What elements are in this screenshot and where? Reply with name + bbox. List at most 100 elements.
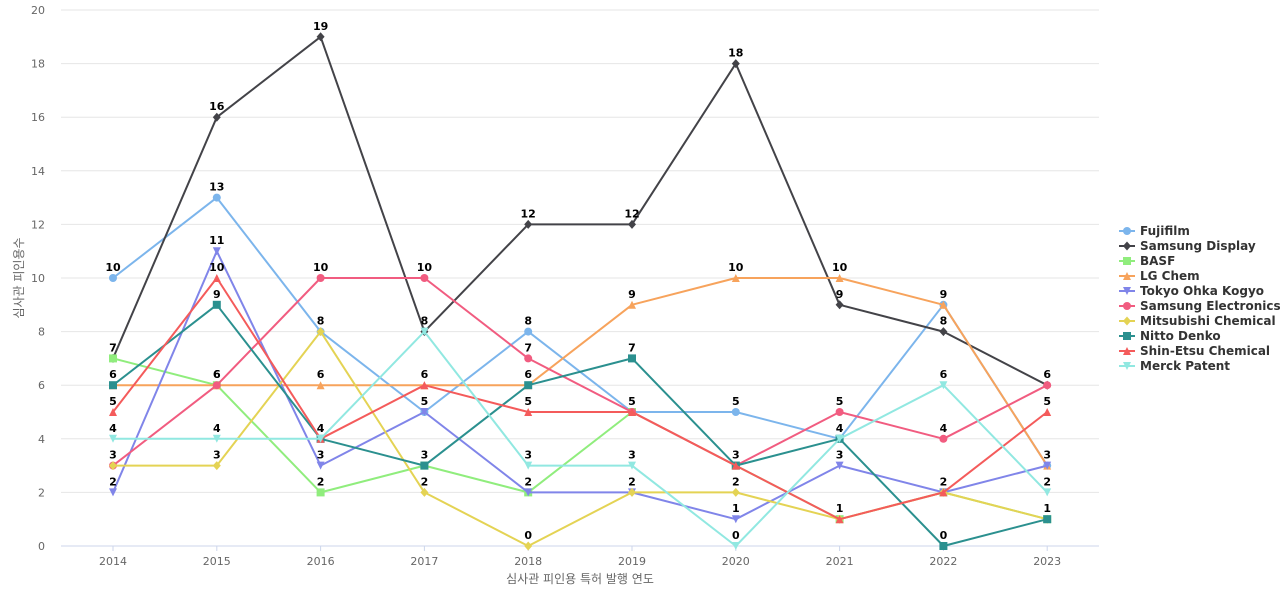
data-point[interactable] bbox=[212, 434, 221, 443]
data-point[interactable] bbox=[524, 381, 533, 390]
data-point[interactable] bbox=[835, 408, 844, 416]
data-point[interactable] bbox=[524, 541, 533, 551]
data-point[interactable] bbox=[316, 381, 325, 390]
data-label: 18 bbox=[728, 47, 743, 60]
data-point[interactable] bbox=[835, 274, 844, 282]
legend-item[interactable]: Samsung Display bbox=[1119, 239, 1256, 253]
x-tick-label: 2023 bbox=[1033, 555, 1061, 568]
legend-item[interactable]: BASF bbox=[1119, 254, 1175, 268]
data-point[interactable] bbox=[524, 461, 533, 470]
data-point[interactable] bbox=[524, 327, 533, 336]
data-point[interactable] bbox=[731, 461, 740, 470]
data-point[interactable] bbox=[1043, 381, 1052, 390]
series-line[interactable] bbox=[112, 303, 1049, 547]
legend-item[interactable]: Nitto Denko bbox=[1119, 329, 1221, 343]
legend-item[interactable]: Merck Patent bbox=[1119, 359, 1230, 373]
legend-marker-icon bbox=[1123, 316, 1131, 326]
data-point[interactable] bbox=[420, 327, 429, 336]
data-point[interactable] bbox=[731, 408, 740, 416]
data-point[interactable] bbox=[1043, 488, 1052, 497]
data-point[interactable] bbox=[109, 461, 117, 471]
data-point[interactable] bbox=[939, 434, 948, 443]
data-label: 5 bbox=[109, 395, 117, 408]
data-label: 6 bbox=[317, 368, 325, 381]
legend-item[interactable]: Fujifilm bbox=[1119, 224, 1190, 238]
data-point[interactable] bbox=[628, 461, 636, 470]
data-point[interactable] bbox=[939, 488, 948, 497]
series-9 bbox=[109, 327, 1052, 550]
data-point[interactable] bbox=[835, 461, 844, 470]
legend-marker-icon bbox=[1123, 241, 1131, 251]
data-point[interactable] bbox=[109, 408, 117, 416]
series-1 bbox=[109, 32, 1052, 390]
series-line[interactable] bbox=[112, 277, 1049, 467]
series-line[interactable] bbox=[112, 277, 1049, 467]
y-tick-label: 20 bbox=[31, 4, 45, 17]
series-line[interactable] bbox=[112, 330, 1049, 547]
data-point[interactable] bbox=[212, 461, 221, 471]
data-point[interactable] bbox=[420, 487, 429, 497]
data-point[interactable] bbox=[316, 327, 325, 337]
data-point[interactable] bbox=[628, 354, 636, 363]
data-point[interactable] bbox=[109, 274, 117, 282]
data-point[interactable] bbox=[524, 354, 533, 363]
data-point[interactable] bbox=[939, 542, 948, 550]
data-point[interactable] bbox=[628, 408, 636, 416]
data-point[interactable] bbox=[109, 434, 117, 443]
data-point[interactable] bbox=[835, 300, 844, 310]
data-point[interactable] bbox=[212, 381, 221, 390]
data-label: 6 bbox=[109, 368, 117, 381]
data-point[interactable] bbox=[316, 32, 325, 42]
data-point[interactable] bbox=[939, 381, 948, 390]
data-label: 8 bbox=[317, 315, 325, 328]
data-point[interactable] bbox=[628, 300, 636, 309]
data-point[interactable] bbox=[109, 381, 117, 390]
legend-item[interactable]: LG Chem bbox=[1119, 269, 1200, 283]
data-point[interactable] bbox=[628, 219, 636, 229]
data-label: 1 bbox=[732, 502, 740, 515]
data-point[interactable] bbox=[420, 381, 429, 390]
data-point[interactable] bbox=[212, 193, 221, 202]
data-point[interactable] bbox=[316, 461, 325, 470]
data-point[interactable] bbox=[109, 488, 117, 497]
data-point[interactable] bbox=[212, 247, 221, 256]
data-point[interactable] bbox=[109, 354, 117, 363]
legend-item[interactable]: Mitsubishi Chemical bbox=[1119, 314, 1276, 328]
data-point[interactable] bbox=[212, 112, 221, 122]
data-point[interactable] bbox=[420, 461, 429, 470]
data-point[interactable] bbox=[939, 300, 948, 309]
data-point[interactable] bbox=[731, 59, 740, 69]
data-point[interactable] bbox=[1043, 461, 1052, 470]
data-point[interactable] bbox=[212, 300, 221, 309]
series-line[interactable] bbox=[112, 35, 1049, 387]
series-line[interactable] bbox=[112, 277, 1049, 521]
data-point[interactable] bbox=[731, 515, 740, 524]
data-point[interactable] bbox=[420, 274, 429, 282]
data-point[interactable] bbox=[524, 488, 533, 497]
data-point[interactable] bbox=[835, 434, 844, 443]
data-point[interactable] bbox=[420, 408, 429, 416]
data-point[interactable] bbox=[316, 488, 325, 497]
data-label: 5 bbox=[524, 395, 532, 408]
legend-item[interactable]: Shin-Etsu Chemical bbox=[1119, 344, 1270, 358]
data-point[interactable] bbox=[628, 487, 636, 497]
data-point[interactable] bbox=[731, 274, 740, 282]
data-point[interactable] bbox=[212, 274, 221, 282]
data-label: 19 bbox=[313, 20, 328, 33]
legend-item[interactable]: Samsung Electronics bbox=[1119, 299, 1280, 313]
data-point[interactable] bbox=[1043, 408, 1052, 416]
data-point[interactable] bbox=[731, 487, 740, 497]
data-point[interactable] bbox=[1043, 515, 1052, 524]
data-point[interactable] bbox=[731, 542, 740, 550]
data-point[interactable] bbox=[835, 515, 844, 524]
legend-item[interactable]: Tokyo Ohka Kogyo bbox=[1119, 284, 1264, 298]
series-lines bbox=[109, 32, 1052, 551]
data-point[interactable] bbox=[939, 327, 948, 337]
data-point[interactable] bbox=[316, 274, 325, 282]
data-point[interactable] bbox=[524, 219, 533, 229]
data-point[interactable] bbox=[316, 434, 325, 443]
legend-label: Nitto Denko bbox=[1140, 329, 1221, 343]
x-tick-label: 2014 bbox=[99, 555, 127, 568]
data-point[interactable] bbox=[524, 408, 533, 416]
